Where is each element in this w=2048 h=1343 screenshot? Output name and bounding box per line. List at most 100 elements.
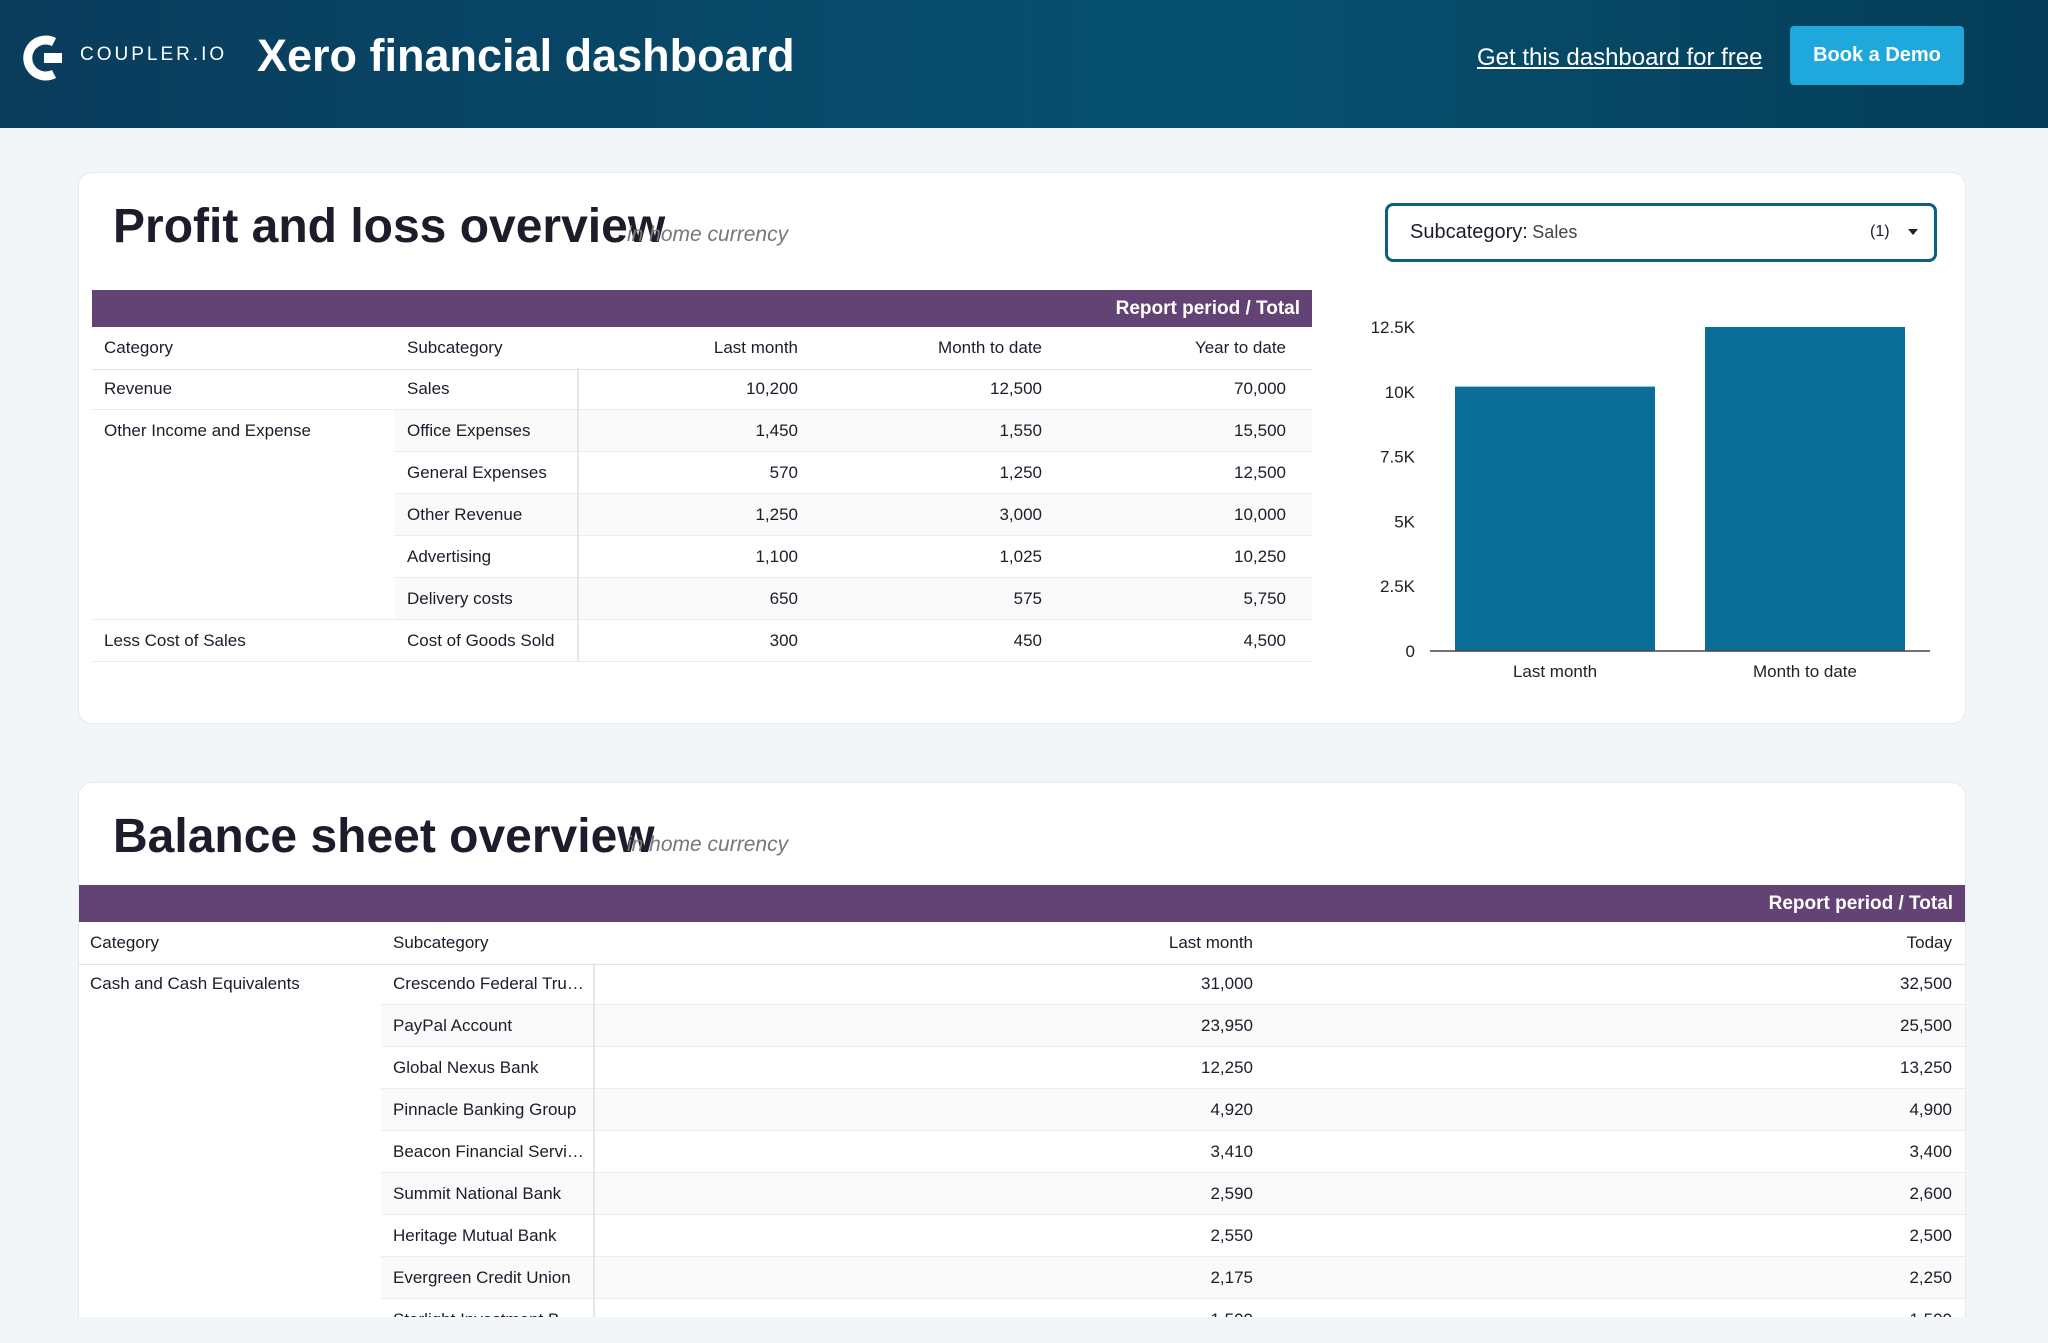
value-cell: 570 bbox=[769, 463, 798, 482]
value-cell: 12,500 bbox=[1234, 463, 1286, 482]
subcategory-cell: Advertising bbox=[407, 547, 492, 566]
value-cell: 10,000 bbox=[1234, 505, 1286, 524]
section-subtitle: in home currency bbox=[627, 833, 789, 856]
section-subtitle: in home currency bbox=[627, 223, 789, 246]
subcategory-cell: Global Nexus Bank bbox=[393, 1058, 539, 1077]
value-cell: 3,410 bbox=[1210, 1142, 1253, 1161]
row-separator bbox=[381, 1088, 1965, 1089]
value-cell: 575 bbox=[1013, 589, 1042, 608]
header-separator bbox=[92, 369, 1312, 370]
subcategory-cell: Pinnacle Banking Group bbox=[393, 1100, 577, 1119]
value-cell: 1,500 bbox=[1379, 1299, 1952, 1317]
subcategory-cell: Heritage Mutual Bank bbox=[393, 1226, 557, 1245]
group-header: Report period / Total bbox=[1115, 298, 1300, 319]
row-stripe bbox=[395, 494, 1312, 536]
x-tick-label: Last month bbox=[1513, 662, 1597, 681]
value-cell: 450 bbox=[1013, 631, 1042, 650]
row-separator bbox=[395, 493, 1312, 494]
get-dashboard-link[interactable]: Get this dashboard for free bbox=[1477, 44, 1763, 71]
value-cell: 12,500 bbox=[990, 379, 1042, 398]
subcategory-cell: Cost of Goods Sold bbox=[407, 631, 555, 650]
value-cell: 300 bbox=[769, 631, 798, 650]
y-tick-label: 0 bbox=[1406, 642, 1415, 661]
section-title: Profit and loss overview bbox=[113, 200, 666, 253]
column-separator bbox=[577, 368, 579, 662]
y-tick-label: 7.5K bbox=[1380, 448, 1416, 467]
row-separator bbox=[92, 661, 1312, 662]
value-cell: 1,550 bbox=[999, 421, 1042, 440]
column-header: Category bbox=[90, 933, 159, 952]
subcategory-filter[interactable]: Subcategory : Sales (1) bbox=[1385, 203, 1937, 262]
subcategory-cell: Evergreen Credit Union bbox=[393, 1268, 571, 1287]
value-cell: 1,250 bbox=[755, 505, 798, 524]
subcategory-cell: Other Revenue bbox=[407, 505, 523, 524]
row-separator bbox=[395, 535, 1312, 536]
subcategory-cell: Delivery costs bbox=[407, 589, 513, 608]
logo-icon bbox=[23, 35, 62, 81]
row-separator bbox=[92, 619, 1312, 620]
group-header-bar bbox=[79, 885, 1965, 922]
book-demo-button[interactable]: Book a Demo bbox=[1790, 26, 1964, 85]
value-cell: 10,250 bbox=[1234, 547, 1286, 566]
value-cell: 2,600 bbox=[1909, 1184, 1952, 1203]
filter-value: Sales bbox=[1532, 222, 1578, 242]
subcategory-cell: Starlight Investment B… bbox=[393, 1299, 583, 1317]
value-cell: 1,500 bbox=[679, 1299, 1253, 1317]
category-cell: Less Cost of Sales bbox=[104, 631, 246, 650]
row-stripe bbox=[381, 1257, 1965, 1299]
row-separator bbox=[92, 409, 1312, 410]
balance-card: Balance sheet overview in home currency … bbox=[78, 782, 1966, 1317]
subcategory-cell: General Expenses bbox=[407, 463, 547, 482]
row-separator bbox=[381, 1004, 1965, 1005]
value-cell: 650 bbox=[769, 589, 798, 608]
value-cell: 5,750 bbox=[1243, 589, 1286, 608]
bar bbox=[1455, 386, 1655, 651]
value-cell: 1,250 bbox=[999, 463, 1042, 482]
value-cell: 1,100 bbox=[755, 547, 798, 566]
row-separator bbox=[381, 1256, 1965, 1257]
column-header: Last month bbox=[1168, 933, 1253, 952]
value-cell: 15,500 bbox=[1234, 421, 1286, 440]
value-cell: 13,250 bbox=[1900, 1058, 1952, 1077]
row-separator bbox=[381, 1298, 1965, 1299]
value-cell: 3,000 bbox=[999, 505, 1042, 524]
value-cell: 3,400 bbox=[1909, 1142, 1952, 1161]
value-cell: 12,250 bbox=[1201, 1058, 1253, 1077]
value-cell: 23,950 bbox=[1201, 1016, 1253, 1035]
header-bar: COUPLER.IO Xero financial dashboard Get … bbox=[0, 0, 2048, 128]
value-cell: 2,250 bbox=[1909, 1268, 1952, 1287]
section-title: Balance sheet overview bbox=[113, 810, 655, 863]
column-header: Subcategory bbox=[407, 338, 503, 357]
pnl-card: Profit and loss overview in home currenc… bbox=[78, 172, 1966, 724]
column-header: Subcategory bbox=[393, 933, 489, 952]
logo-text: COUPLER.IO bbox=[80, 44, 228, 65]
y-tick-label: 10K bbox=[1385, 383, 1416, 402]
column-header: Today bbox=[1906, 933, 1952, 952]
header-separator bbox=[79, 964, 1965, 965]
filter-separator: : bbox=[1522, 221, 1528, 243]
y-tick-label: 12.5K bbox=[1371, 318, 1416, 337]
group-header-bar bbox=[92, 290, 1312, 327]
value-cell: 2,590 bbox=[1210, 1184, 1253, 1203]
subcategory-cell: Office Expenses bbox=[407, 421, 531, 440]
row-separator bbox=[395, 451, 1312, 452]
category-cell: Cash and Cash Equivalents bbox=[90, 974, 300, 993]
bar bbox=[1705, 327, 1905, 651]
bar-chart: 0 2.5K 5K 7.5K 10K 12.5K Last month Month to da… bbox=[1371, 318, 1930, 681]
column-header: Year to date bbox=[1194, 338, 1286, 357]
value-cell: 1,450 bbox=[755, 421, 798, 440]
value-cell: 10,200 bbox=[746, 379, 798, 398]
dropdown-arrow bbox=[1908, 229, 1918, 235]
row-stripe bbox=[381, 1173, 1965, 1215]
column-separator bbox=[593, 963, 595, 1317]
value-cell: 1,025 bbox=[999, 547, 1042, 566]
subcategory-cell: Crescendo Federal Tru… bbox=[393, 974, 583, 993]
y-tick-label: 5K bbox=[1394, 512, 1415, 531]
row-separator bbox=[395, 577, 1312, 578]
value-cell: 32,500 bbox=[1900, 974, 1952, 993]
value-cell: 70,000 bbox=[1234, 379, 1286, 398]
value-cell: 4,500 bbox=[1243, 631, 1286, 650]
filter-label: Subcategory bbox=[1410, 221, 1523, 243]
subcategory-cell: PayPal Account bbox=[393, 1016, 513, 1035]
